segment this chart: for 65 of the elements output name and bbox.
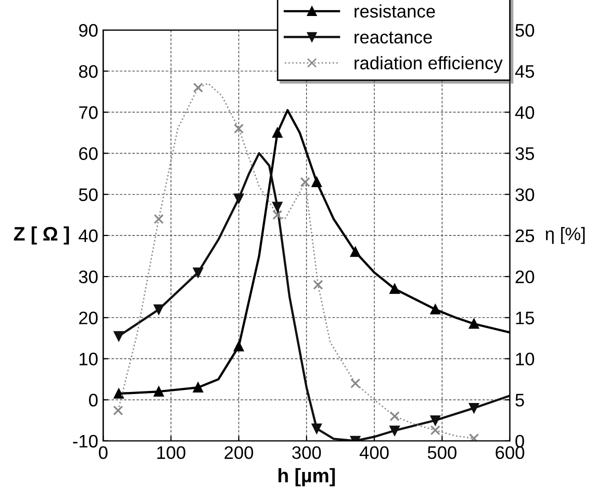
point [312, 424, 322, 434]
y2-tick-label: 20 [516, 270, 534, 284]
point [114, 331, 124, 342]
point [430, 304, 440, 314]
y-tick-label: 50 [78, 188, 98, 202]
y2-axis-title: η [%] [546, 227, 585, 244]
y-tick-label: 0 [88, 394, 98, 407]
legend-label: resistance [354, 4, 435, 18]
y2-tick-label: 15 [516, 312, 534, 324]
point [113, 405, 124, 416]
point [272, 210, 282, 220]
y-tick-label: 90 [79, 24, 98, 37]
y2-tick-label: 5 [515, 394, 524, 407]
x-tick-label: 100 [157, 446, 186, 460]
point [312, 177, 322, 188]
x-tick-label: 300 [292, 446, 321, 460]
point [193, 267, 204, 278]
point [154, 304, 164, 314]
y2-tick-label: 25 [516, 229, 534, 242]
point [468, 433, 479, 441]
point [193, 82, 204, 93]
point [154, 386, 164, 397]
y-tick-label: -10 [73, 434, 98, 448]
point [234, 341, 244, 352]
y2-tick-label: 30 [515, 188, 534, 202]
point [390, 426, 400, 436]
x-tick-label: 200 [224, 446, 254, 460]
legend-label: radiation efficiency [354, 56, 503, 73]
x-tick-label: 0 [98, 446, 108, 460]
point [272, 128, 282, 138]
point [430, 415, 440, 426]
legend-label: reactance [354, 32, 432, 44]
point [313, 280, 324, 290]
point [390, 411, 400, 422]
y2-tick-label: 40 [515, 106, 534, 119]
point [234, 193, 244, 204]
point [350, 378, 360, 388]
y-tick-label: 30 [78, 270, 98, 284]
point [430, 425, 440, 436]
x-tick-label: 600 [496, 446, 524, 460]
x-axis-title: h [µm] [278, 468, 335, 486]
x-tick-label: 400 [360, 446, 389, 460]
y2-tick-label: 10 [516, 352, 534, 366]
y2-tick-label: 50 [515, 24, 534, 37]
y-tick-label: 80 [79, 65, 98, 78]
y2-tick-label: 35 [515, 147, 534, 160]
y-tick-label: 70 [79, 106, 98, 119]
point [193, 382, 204, 392]
y-tick-label: 40 [78, 229, 98, 242]
point [468, 403, 479, 414]
point [300, 177, 310, 188]
y-axis-title: Z [ Ω ] [14, 226, 69, 245]
y-tick-label: 10 [80, 352, 98, 366]
point [350, 246, 360, 257]
point [154, 214, 164, 224]
x-tick-label: 500 [428, 446, 456, 460]
point [234, 124, 244, 134]
point [468, 318, 479, 329]
line-series [117, 82, 475, 440]
y-tick-label: 60 [79, 147, 98, 160]
point [390, 284, 400, 294]
y2-tick-label: 45 [515, 65, 534, 78]
y-tick-label: 20 [79, 312, 98, 324]
point [272, 202, 282, 212]
point [114, 388, 124, 399]
